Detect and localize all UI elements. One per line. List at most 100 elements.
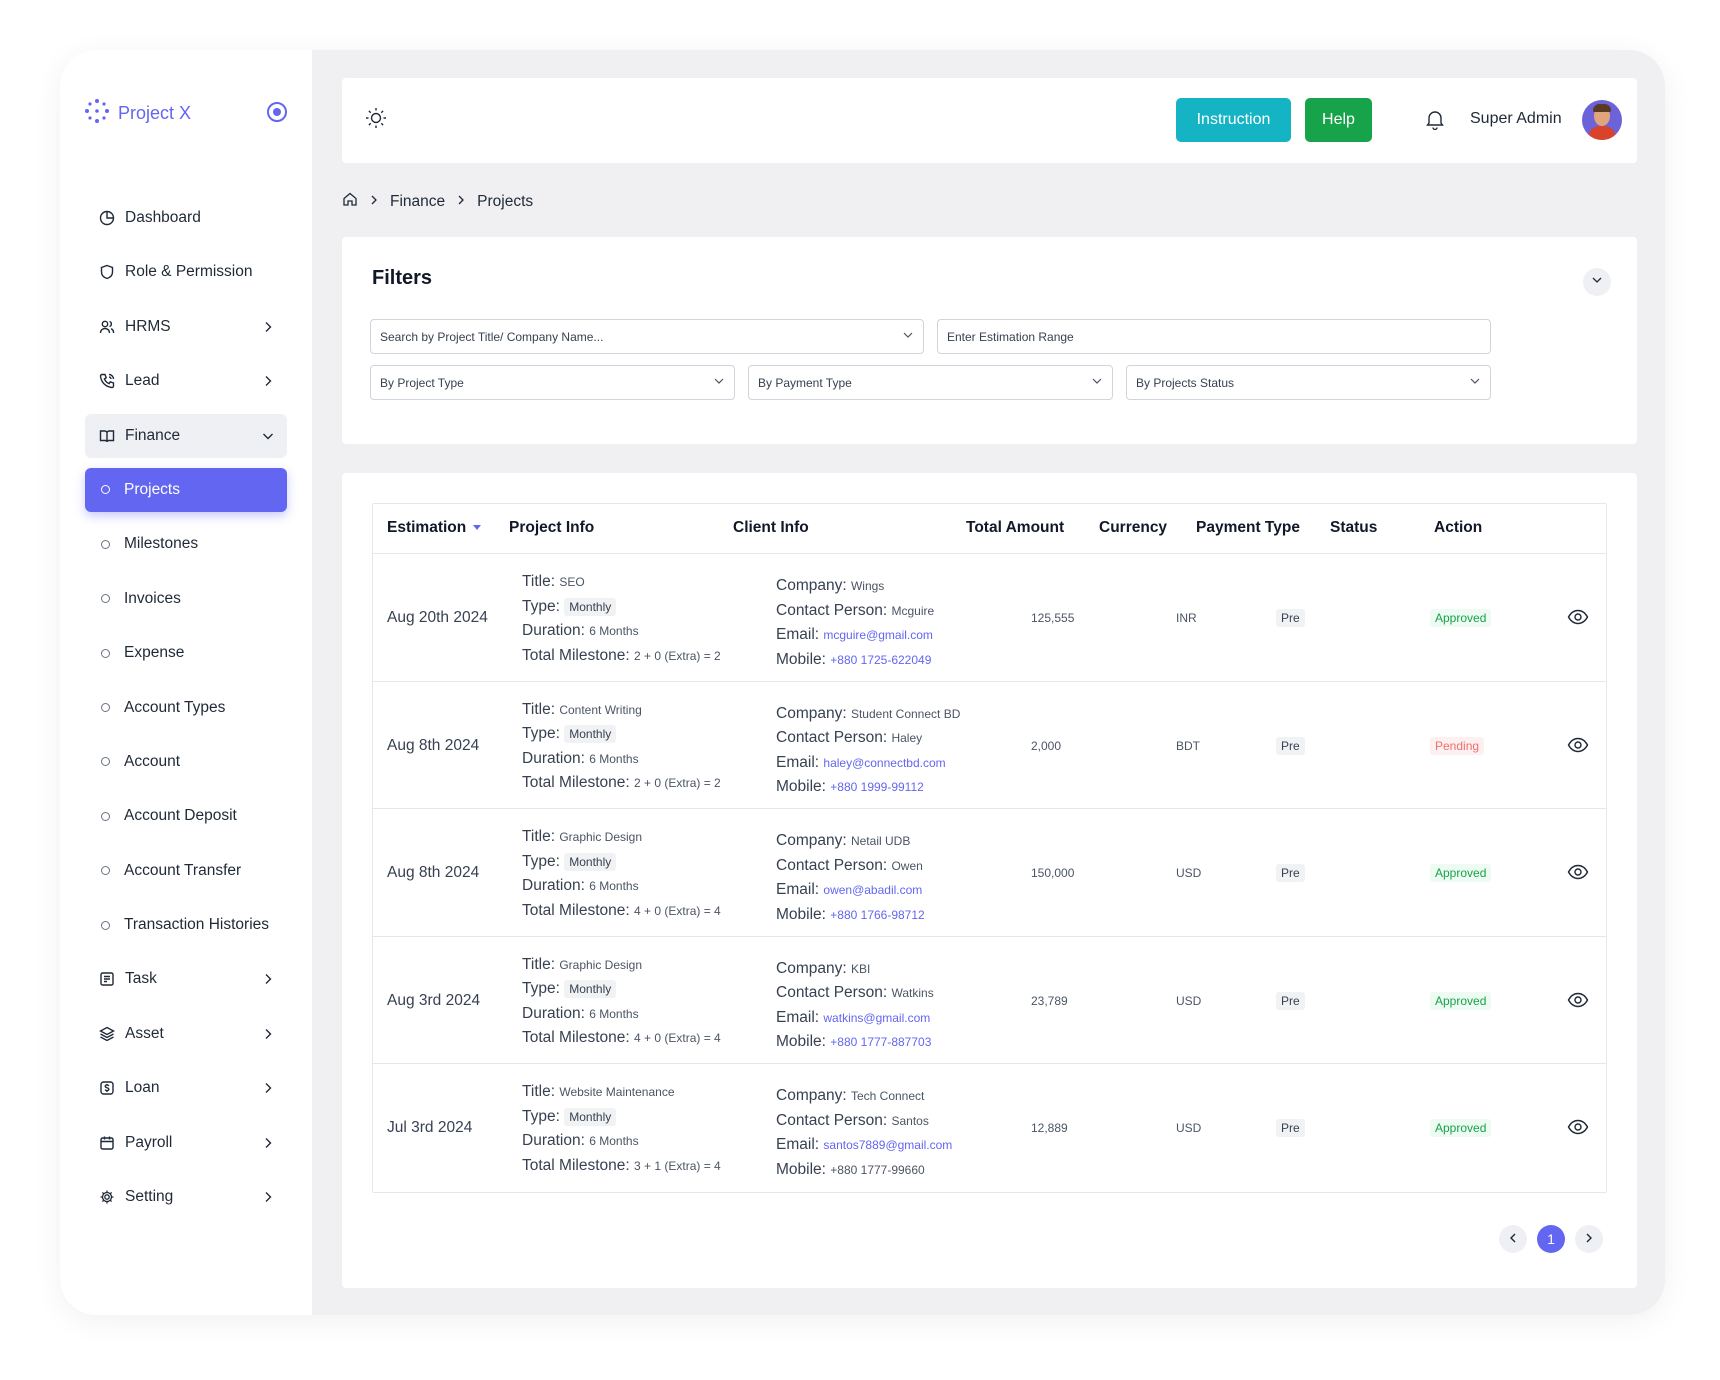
sidebar-item-loan[interactable]: Loan [85,1066,287,1110]
client-contact: Owen [891,858,923,873]
chevron-down-icon [261,429,275,443]
payment-type-value: By Payment Type [758,375,852,390]
project-info: Title: Content Writing Type: Monthly Dur… [522,698,721,796]
prev-page-button[interactable] [1499,1225,1527,1253]
sidebar-item-setting[interactable]: Setting [85,1175,287,1219]
project-duration: 6 Months [589,1006,639,1021]
client-mobile-link[interactable]: +880 1777-887703 [830,1035,932,1049]
status-badge: Approved [1430,1119,1492,1137]
sidebar-toggle-icon[interactable] [267,102,287,122]
view-button[interactable] [1567,1119,1589,1140]
sidebar-item-asset[interactable]: Asset [85,1012,287,1056]
sidebar-item-task[interactable]: Task [85,957,287,1001]
sidebar-item-projects[interactable]: Projects [85,467,287,512]
project-title: SEO [559,575,585,589]
search-input[interactable] [370,319,924,354]
breadcrumb-finance[interactable]: Finance [390,192,446,210]
column-total-amount: Total Amount [966,519,1065,536]
client-mobile: +880 1777-99660 [830,1162,925,1177]
duration-label: Duration: [522,622,585,639]
circle-icon [101,539,110,549]
brand-logo[interactable]: Project X [84,98,191,129]
avatar[interactable] [1582,100,1622,140]
projects-table-card: Estimation Project Info Client Info Tota… [342,473,1637,1288]
sidebar-item-label: Payroll [125,1133,173,1151]
estimation-range-input[interactable] [937,319,1491,354]
chevron-right-icon [261,1027,275,1041]
bell-icon[interactable] [1424,108,1446,135]
payment-type-select[interactable]: By Payment Type [748,365,1113,400]
client-company: Netail UDB [850,834,911,848]
title-label: Title: [522,955,556,973]
project-info: Title: Graphic Design Type: Monthly Dura… [522,953,721,1051]
sidebar-item-role-permission[interactable]: Role & Permission [85,250,287,294]
payment-type-badge: Pre [1276,609,1305,627]
client-email-link[interactable]: mcguire@gmail.com [823,628,933,642]
instruction-button[interactable]: Instruction [1176,98,1291,142]
mobile-label: Mobile: [776,905,826,923]
client-company: KBI [850,961,871,976]
sidebar-item-account-types[interactable]: Account Types [85,686,287,730]
next-page-button[interactable] [1575,1225,1603,1253]
sidebar-item-invoices[interactable]: Invoices [85,577,287,621]
user-name[interactable]: Super Admin [1470,110,1562,127]
client-email-link[interactable]: haley@connectbd.com [823,755,946,770]
payment-type-value: Pre [1276,864,1305,882]
project-type-select[interactable]: By Project Type [370,365,735,400]
sidebar-item-lead[interactable]: Lead [85,359,287,403]
view-button[interactable] [1567,864,1589,885]
client-email-link[interactable]: owen@abadil.com [823,883,923,897]
total-amount: 12,889 [1031,1121,1068,1135]
sidebar-nav: Dashboard Role & Permission HRMS Lead Fi… [85,196,287,1229]
client-email-link[interactable]: watkins@gmail.com [823,1010,931,1025]
help-button[interactable]: Help [1305,98,1372,142]
project-type: Monthly [564,980,617,998]
search-input-field[interactable] [380,329,902,344]
company-label: Company: [776,1087,847,1104]
estimation-range-field[interactable] [947,329,1481,344]
sidebar-item-label: HRMS [125,317,171,335]
sidebar-item-dashboard[interactable]: Dashboard [85,196,287,240]
view-button[interactable] [1567,737,1589,758]
sidebar-item-transaction-histories[interactable]: Transaction Histories [85,903,287,947]
chevron-down-icon [713,375,725,390]
column-project-info: Project Info [509,519,595,536]
status-badge: Approved [1430,609,1492,627]
client-mobile-link[interactable]: +880 1725-622049 [830,652,932,667]
view-button[interactable] [1567,609,1589,630]
sidebar-item-expense[interactable]: Expense [85,631,287,675]
estimation-date: Aug 8th 2024 [387,864,480,881]
sun-icon[interactable] [364,106,388,135]
projects-status-select[interactable]: By Projects Status [1126,365,1491,400]
home-icon[interactable] [342,191,358,212]
view-button[interactable] [1567,992,1589,1013]
column-estimation[interactable]: Estimation [387,519,482,537]
sidebar-item-milestones[interactable]: Milestones [85,522,287,566]
circle-icon [101,920,110,930]
column-status: Status [1330,519,1378,536]
client-contact: Watkins [891,986,934,1000]
client-company: Student Connect BD [850,706,961,721]
sidebar-item-account-transfer[interactable]: Account Transfer [85,849,287,893]
users-icon [99,319,115,335]
estimation-date: Aug 8th 2024 [387,736,480,754]
collapse-button[interactable] [1583,268,1611,296]
project-milestone: 4 + 0 (Extra) = 4 [634,903,721,918]
milestone-label: Total Milestone: [522,646,630,664]
sidebar-item-account[interactable]: Account [85,740,287,784]
client-mobile-link[interactable]: +880 1999-99112 [830,780,924,794]
filters-title: Filters [372,267,433,289]
sidebar: Project X Dashboard Role & Permission HR… [60,50,312,1315]
sidebar-item-finance[interactable]: Finance [85,413,287,458]
breadcrumb: Finance Projects [342,191,533,212]
milestone-label: Total Milestone: [522,774,630,791]
sidebar-item-account-deposit[interactable]: Account Deposit [85,794,287,838]
client-mobile-link[interactable]: +880 1766-98712 [830,907,925,922]
client-email-link[interactable]: santos7889@gmail.com [823,1138,953,1152]
total-amount: 23,789 [1031,993,1068,1008]
sidebar-item-hrms[interactable]: HRMS [85,305,287,349]
page-number-button[interactable]: 1 [1537,1225,1565,1253]
sidebar-item-payroll[interactable]: Payroll [85,1121,287,1165]
table-row: Aug 8th 2024 Title: Content Writing Type… [373,682,1606,809]
currency: USD [1176,1121,1202,1135]
